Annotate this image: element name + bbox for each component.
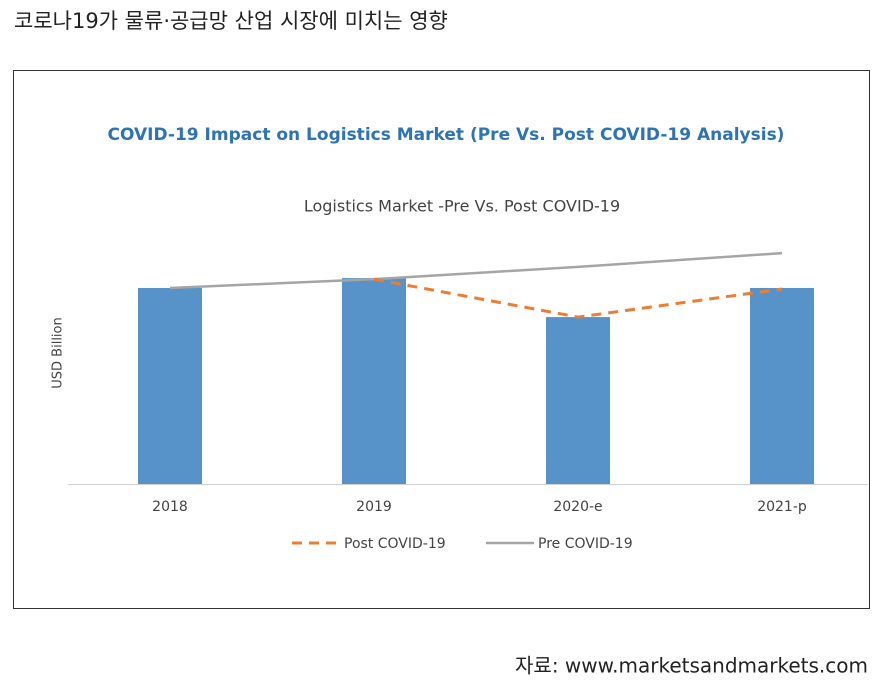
source: 자료: www.marketsandmarkets.com [515,654,868,678]
chart-banner: COVID-19 Impact on Logistics Market (Pre… [108,125,785,145]
bar [342,278,406,484]
x-tick-label: 2019 [356,499,392,515]
line-series [373,277,783,319]
page-title: 코로나19가 물류·공급망 산업 시장에 미치는 영향 [14,9,448,33]
line-series [169,251,783,290]
x-tick-label: 2020-e [553,499,602,515]
x-tick-label: 2018 [152,499,188,515]
legend-label: Pre COVID-19 [538,536,633,552]
bar [546,317,610,484]
bar [750,287,814,484]
chart-title: Logistics Market -Pre Vs. Post COVID-19 [304,197,620,216]
legend-label: Post COVID-19 [344,536,446,552]
chart-frame [13,70,870,609]
bar [138,287,202,484]
x-tick-label: 2021-p [757,499,807,515]
y-axis-label: USD Billion [51,317,66,388]
